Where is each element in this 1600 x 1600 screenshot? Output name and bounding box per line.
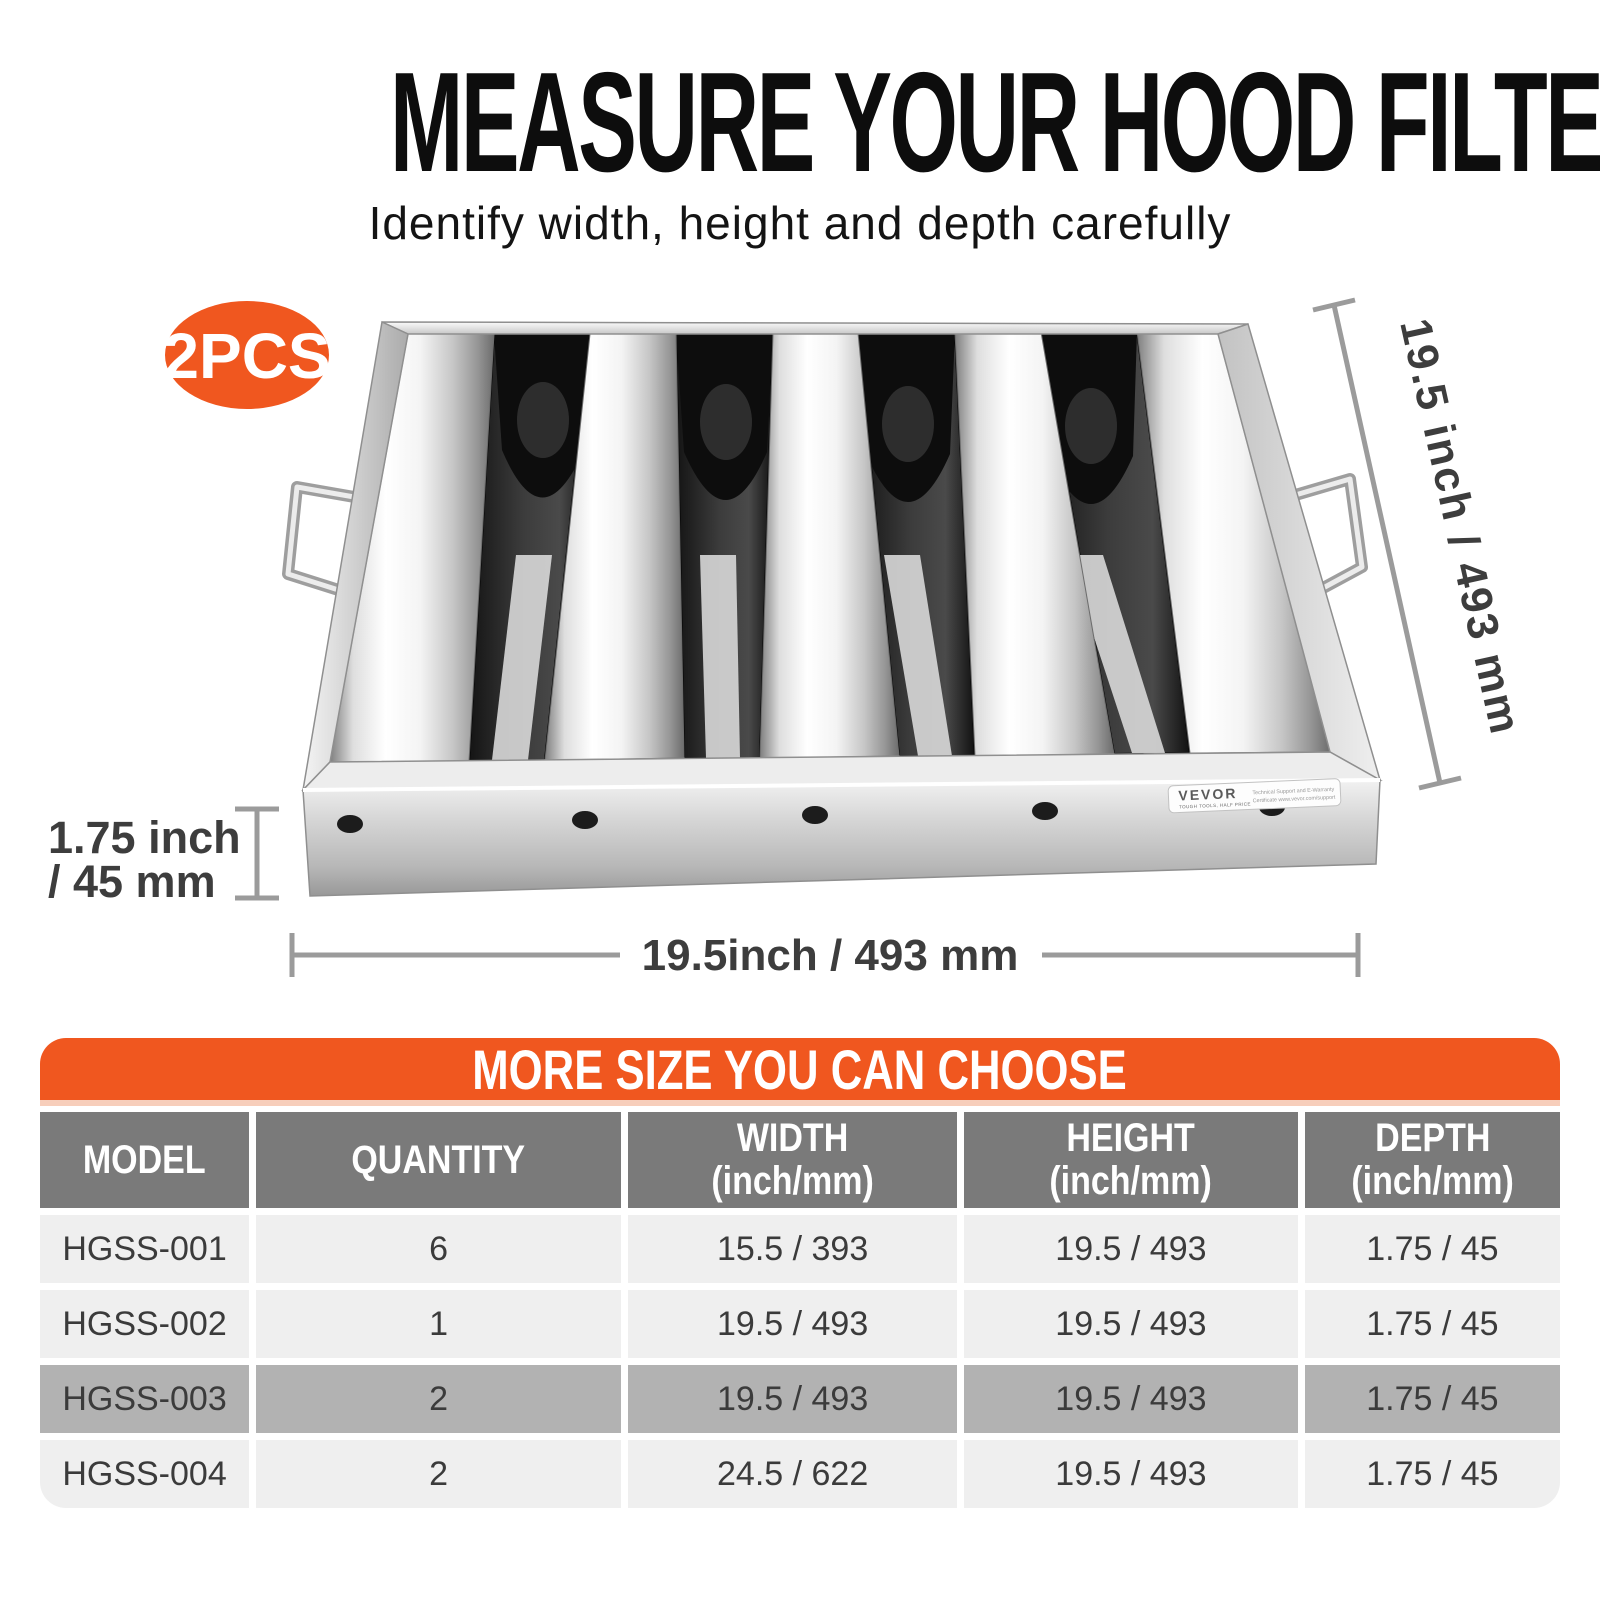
band-top-highlight: [302, 778, 1381, 792]
cell-height: 19.5 / 493: [964, 1215, 1298, 1283]
page-subtitle: Identify width, height and depth careful…: [368, 197, 1232, 249]
page-title: MEASURE YOUR HOOD FILTER: [0, 52, 1600, 194]
handle-right-icon: [1286, 473, 1368, 600]
page-title-text: MEASURE YOUR HOOD FILTER: [389, 43, 1600, 202]
cell-model: HGSS-003: [40, 1365, 250, 1433]
size-table: MODEL QUANTITY WIDTH (inch/mm) HEIGHT (i…: [40, 1112, 1560, 1508]
cell-quantity: 2: [256, 1365, 622, 1433]
column-header-depth-line1: DEPTH: [1374, 1116, 1491, 1160]
cell-height: 19.5 / 493: [964, 1290, 1298, 1358]
handle-left-icon: [282, 481, 366, 599]
size-banner: MORE SIZE YOU CAN CHOOSE: [40, 1037, 1560, 1101]
column-header-height-line2: (inch/mm): [1049, 1159, 1213, 1203]
height-dimension-line: [1331, 304, 1443, 784]
column-header-quantity-line1: QUANTITY: [351, 1137, 526, 1182]
height-dimension: [1312, 297, 1462, 791]
cell-depth: 1.75 / 45: [1304, 1215, 1560, 1283]
quantity-badge-ellipse: [165, 301, 329, 409]
width-dimension: [289, 933, 1361, 977]
cell-width: 24.5 / 622: [628, 1440, 958, 1508]
column-header-width: WIDTH (inch/mm): [628, 1112, 958, 1208]
quantity-badge: 2PCS: [163, 301, 331, 409]
cell-height: 19.5 / 493: [964, 1440, 1298, 1508]
cell-model: HGSS-001: [40, 1215, 250, 1283]
brand-sticker: VEVOR TOUGH TOOLS, HALF PRICE Technical …: [1167, 778, 1342, 814]
cell-width: 19.5 / 493: [628, 1290, 958, 1358]
cell-model: HGSS-004: [40, 1440, 250, 1508]
depth-dimension: [235, 806, 279, 901]
width-dimension-label: 19.5inch / 493 mm: [642, 931, 1019, 980]
column-header-model-line1: MODEL: [83, 1137, 206, 1182]
column-header-width-line2: (inch/mm): [711, 1159, 874, 1203]
quantity-badge-label: 2PCS: [163, 320, 330, 392]
cell-quantity: 1: [256, 1290, 622, 1358]
cell-width: 15.5 / 393: [628, 1215, 958, 1283]
cell-depth: 1.75 / 45: [1304, 1440, 1560, 1508]
column-header-model: MODEL: [40, 1112, 250, 1208]
sticker-note-1: Technical Support and E-Warranty: [1252, 787, 1334, 797]
column-header-depth: DEPTH (inch/mm): [1304, 1112, 1560, 1208]
channel-reflections: [492, 555, 1165, 760]
column-header-depth-line2: (inch/mm): [1351, 1159, 1514, 1203]
column-header-height-line1: HEIGHT: [1066, 1116, 1196, 1160]
column-header-width-line1: WIDTH: [736, 1116, 849, 1160]
depth-dimension-label-line1: 1.75 inch: [48, 812, 241, 863]
product-illustration: 2PCS: [48, 297, 1530, 980]
depth-dimension-label-line2: / 45 mm: [48, 856, 216, 907]
cell-depth: 1.75 / 45: [1304, 1290, 1560, 1358]
column-header-height: HEIGHT (inch/mm): [964, 1112, 1298, 1208]
cell-width: 19.5 / 493: [628, 1365, 958, 1433]
size-banner-text: MORE SIZE YOU CAN CHOOSE: [472, 1037, 1128, 1101]
cell-quantity: 2: [256, 1440, 622, 1508]
column-header-quantity: QUANTITY: [256, 1112, 622, 1208]
hood-filter-image: VEVOR TOUGH TOOLS, HALF PRICE Technical …: [282, 320, 1383, 897]
cell-quantity: 6: [256, 1215, 622, 1283]
sticker-note-2: Certificate www.vevor.com/support: [1253, 795, 1336, 805]
height-dimension-label: 19.5 inch / 493 mm: [1390, 314, 1530, 739]
filter-baffles: [329, 330, 1331, 763]
cell-depth: 1.75 / 45: [1304, 1365, 1560, 1433]
sticker-brand: VEVOR: [1178, 785, 1238, 804]
cell-height: 19.5 / 493: [964, 1365, 1298, 1433]
sticker-tagline: TOUGH TOOLS, HALF PRICE: [1179, 801, 1251, 809]
banner-underline-strip: [40, 1100, 1560, 1106]
cell-model: HGSS-002: [40, 1290, 250, 1358]
baffle-clamps: [494, 331, 1137, 504]
